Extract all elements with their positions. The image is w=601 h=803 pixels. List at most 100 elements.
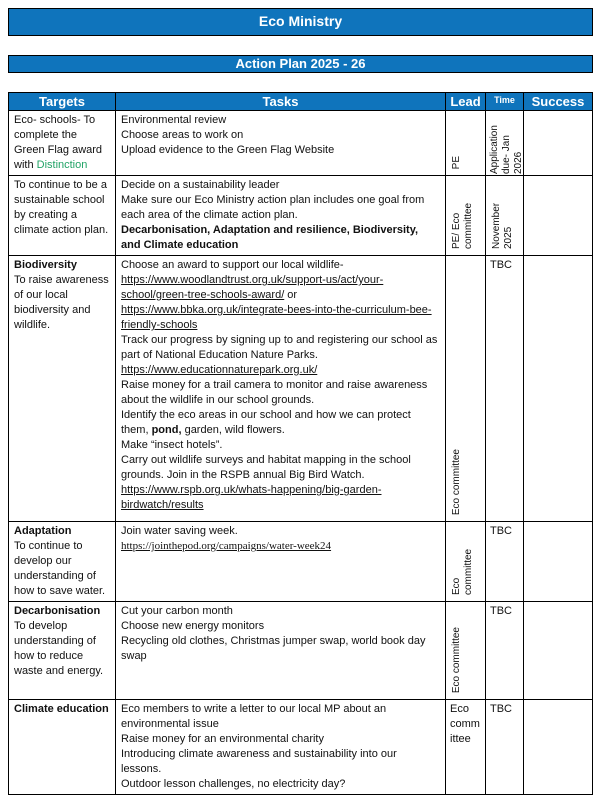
targets-cell: To continue to be a sustainable school b… xyxy=(8,175,116,256)
bold-text: Climate education xyxy=(14,703,109,715)
task-text-line: Carry out wildlife surveys and habitat m… xyxy=(121,454,411,481)
task-link[interactable]: https://www.woodlandtrust.org.uk/support… xyxy=(121,274,384,301)
task-text-line: Introducing climate awareness and sustai… xyxy=(121,748,397,775)
lead-cell: PE/ Eco committee xyxy=(445,175,486,256)
target-text-line: Climate education xyxy=(14,702,110,717)
bold-text: Decarbonisation, Adaptation and resilien… xyxy=(121,224,419,251)
time-cell-text: November 2025 xyxy=(491,202,514,249)
target-text-line: Adaptation xyxy=(14,524,110,539)
lead-cell-rotated-wrap: Eco committee xyxy=(447,603,485,699)
bold-text: Adaptation xyxy=(14,525,72,537)
time-cell-rotated-wrap: November 2025 xyxy=(487,177,523,255)
time-cell-rotated-wrap: Application due- Jan 2026 xyxy=(487,112,524,175)
success-cell xyxy=(523,521,593,602)
table-row: To continue to be a sustainable school b… xyxy=(8,175,593,256)
lead-cell: Eco committee xyxy=(445,601,486,700)
task-text-line: https://www.woodlandtrust.org.uk/support… xyxy=(121,274,384,301)
target-text-line: To raise awareness of our local biodiver… xyxy=(14,274,109,331)
time-cell: TBC xyxy=(485,521,524,602)
success-cell xyxy=(523,110,593,176)
target-text-line: Decarbonisation xyxy=(14,604,110,619)
table-row: Adaptation To continue to develop our und… xyxy=(8,521,593,602)
task-text-line: Make sure our Eco Ministry action plan i… xyxy=(121,194,425,221)
table-header: Targets Tasks Lead Time Success xyxy=(8,92,593,111)
col-header-tasks: Tasks xyxy=(115,92,446,111)
lead-cell: Eco committee xyxy=(445,699,486,795)
success-cell xyxy=(523,255,593,522)
time-cell: TBC xyxy=(485,601,524,700)
targets-cell: Decarbonisation To develop understanding … xyxy=(8,601,116,700)
tasks-cell: Environmental review Choose areas to work… xyxy=(115,110,446,176)
col-header-targets: Targets xyxy=(8,92,116,111)
targets-cell: Adaptation To continue to develop our und… xyxy=(8,521,116,602)
task-link[interactable]: https://www.rspb.org.uk/whats-happening/… xyxy=(121,484,382,511)
time-cell-text: TBC xyxy=(490,525,512,537)
task-text-line: Recycling old clothes, Christmas jumper … xyxy=(121,635,426,662)
task-text-line: Cut your carbon month xyxy=(121,605,233,617)
success-cell xyxy=(523,699,593,795)
table-body: Eco- schools- To complete the Green Flag… xyxy=(8,110,593,795)
task-text-line: https://www.bbka.org.uk/integrate-bees-i… xyxy=(121,303,440,333)
table-row: Biodiversity To raise awareness of our lo… xyxy=(8,255,593,522)
table-row: Decarbonisation To develop understanding … xyxy=(8,601,593,700)
task-text-line: Upload evidence to the Green Flag Websit… xyxy=(121,144,335,156)
lead-cell-rotated-wrap: Eco committee xyxy=(447,523,485,601)
highlighted-text: Distinction xyxy=(36,159,88,171)
task-text-line: https://www.educationnaturepark.org.uk/ xyxy=(121,363,440,378)
action-plan-subtitle: Action Plan 2025 - 26 xyxy=(235,56,366,71)
time-cell-text: Application due- Jan 2026 xyxy=(489,125,524,174)
task-text-line: Environmental review xyxy=(121,114,227,126)
action-plan-table: Targets Tasks Lead Time Success Eco- schools… xyxy=(8,92,593,795)
lead-cell: Eco committee xyxy=(445,521,486,602)
action-plan-subtitle-bar: Action Plan 2025 - 26 xyxy=(8,55,593,73)
table-row: Eco- schools- To complete the Green Flag… xyxy=(8,110,593,176)
task-text-line: Make “insect hotels”. xyxy=(121,439,223,451)
lead-cell-text: PE/ Eco committee xyxy=(451,202,474,249)
task-text-line: Raise money for an environmental charity xyxy=(121,733,324,745)
time-cell: TBC xyxy=(485,255,524,522)
lead-cell: Eco committee xyxy=(445,255,486,522)
task-text-line: Join water saving week. xyxy=(121,525,238,537)
time-cell: November 2025 xyxy=(485,175,524,256)
task-text-line: Eco members to write a letter to our loc… xyxy=(121,703,387,730)
col-header-lead: Lead xyxy=(445,92,486,111)
lead-cell-rotated-wrap: Eco committee xyxy=(447,257,485,521)
bold-text: Decarbonisation xyxy=(14,605,101,617)
time-cell-text: TBC xyxy=(490,703,512,715)
task-text-line: Choose an award to support our local wil… xyxy=(121,259,344,271)
target-text-line: Biodiversity xyxy=(14,258,110,273)
document-title: Eco Ministry xyxy=(258,13,343,29)
task-link[interactable]: https://www.bbka.org.uk/integrate-bees-i… xyxy=(121,304,432,331)
task-text-line: Track our progress by signing up to and … xyxy=(121,334,438,361)
col-header-time: Time xyxy=(485,92,524,111)
tasks-cell: Choose an award to support our local wil… xyxy=(115,255,446,522)
target-text-line: To develop understanding of how to reduc… xyxy=(14,620,104,677)
task-text-line: https://www.rspb.org.uk/whats-happening/… xyxy=(121,483,440,513)
lead-cell-text: Eco committee xyxy=(450,703,480,745)
targets-cell: Eco- schools- To complete the Green Flag… xyxy=(8,110,116,176)
document-title-bar: Eco Ministry xyxy=(8,8,593,36)
task-text-line: Decide on a sustainability leader xyxy=(121,179,280,191)
target-text-line: To continue to be a sustainable school b… xyxy=(14,179,109,236)
task-text-line: Choose new energy monitors xyxy=(121,620,265,632)
col-header-success: Success xyxy=(523,92,593,111)
success-cell xyxy=(523,175,593,256)
task-text-line: https://jointhepod.org/campaigns/water-w… xyxy=(121,539,440,554)
time-cell: TBC xyxy=(485,699,524,795)
time-cell-text: TBC xyxy=(490,259,512,271)
time-cell-text: TBC xyxy=(490,605,512,617)
tasks-cell: Join water saving week. https://jointhepo… xyxy=(115,521,446,602)
table-row: Climate education Eco members to write a … xyxy=(8,699,593,795)
lead-cell-rotated-wrap: PE xyxy=(447,112,485,175)
task-link[interactable]: https://jointhepod.org/campaigns/water-w… xyxy=(121,540,332,552)
task-text-line: Identify the eco areas in our school and… xyxy=(121,409,411,436)
lead-cell-text: Eco committee xyxy=(451,448,462,515)
lead-cell: PE xyxy=(445,110,486,176)
task-text-line: Choose areas to work on xyxy=(121,129,244,141)
task-link[interactable]: https://www.educationnaturepark.org.uk/ xyxy=(121,364,318,376)
bold-text: Biodiversity xyxy=(14,259,77,271)
time-cell: Application due- Jan 2026 xyxy=(485,110,524,176)
targets-cell: Climate education xyxy=(8,699,116,795)
task-text-line: Decarbonisation, Adaptation and resilien… xyxy=(121,223,440,253)
